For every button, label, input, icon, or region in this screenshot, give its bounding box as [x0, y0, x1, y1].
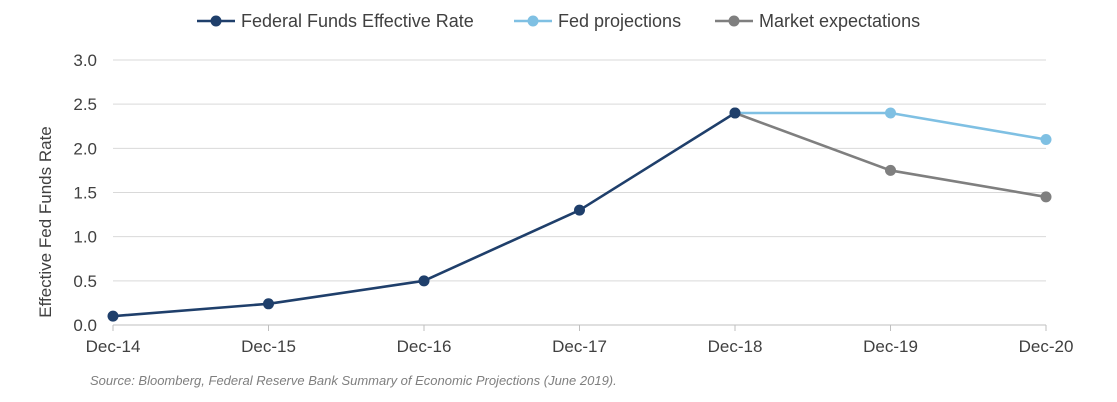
legend: Federal Funds Effective Rate Fed projecti… [197, 11, 920, 31]
x-tick-label: Dec-15 [241, 337, 296, 356]
legend-item: Market expectations [715, 11, 920, 31]
legend-marker [527, 15, 539, 27]
y-tick-label: 1.0 [73, 228, 97, 247]
y-axis-title: Effective Fed Funds Rate [36, 126, 55, 318]
legend-marker [210, 15, 222, 27]
x-axis-ticks: Dec-14 Dec-15 Dec-16 Dec-17 Dec-18 Dec-19 Dec-… [86, 337, 1074, 356]
legend-label: Market expectations [759, 11, 920, 31]
legend-item: Fed projections [514, 11, 681, 31]
data-point [885, 107, 896, 119]
data-point [107, 310, 119, 322]
gridlines [113, 59, 1046, 282]
x-tick-label: Dec-14 [86, 337, 141, 356]
x-tick-label: Dec-17 [552, 337, 607, 356]
y-tick-label: 3.0 [73, 51, 97, 70]
data-point [574, 204, 585, 216]
series-layer [107, 107, 1052, 322]
y-tick-label: 1.5 [73, 184, 97, 203]
data-point [1040, 191, 1052, 203]
data-point [418, 275, 430, 287]
data-point [885, 164, 896, 176]
source-note: Source: Bloomberg, Federal Reserve Bank … [90, 373, 617, 388]
legend-marker [728, 15, 740, 27]
x-tick-label: Dec-16 [397, 337, 452, 356]
y-tick-label: 2.5 [73, 95, 97, 114]
y-tick-label: 0.0 [73, 316, 97, 335]
legend-item: Federal Funds Effective Rate [197, 11, 474, 31]
y-axis-ticks: 0.0 0.5 1.0 1.5 2.0 2.5 3.0 [73, 51, 97, 335]
legend-label: Fed projections [558, 11, 681, 31]
series-market-expectations [729, 107, 1052, 203]
x-tick-label: Dec-18 [708, 337, 763, 356]
series-line [734, 111, 1047, 199]
x-axis [112, 324, 1047, 331]
data-point [263, 298, 274, 310]
legend-label: Federal Funds Effective Rate [241, 11, 474, 31]
y-tick-label: 0.5 [73, 272, 97, 291]
y-tick-label: 2.0 [73, 139, 97, 158]
x-tick-label: Dec-20 [1019, 337, 1074, 356]
data-point [1040, 134, 1052, 145]
series-fed-projections [729, 107, 1052, 145]
x-tick-label: Dec-19 [863, 337, 918, 356]
data-point [729, 107, 741, 119]
series-federal-funds-effective-rate [107, 107, 741, 322]
